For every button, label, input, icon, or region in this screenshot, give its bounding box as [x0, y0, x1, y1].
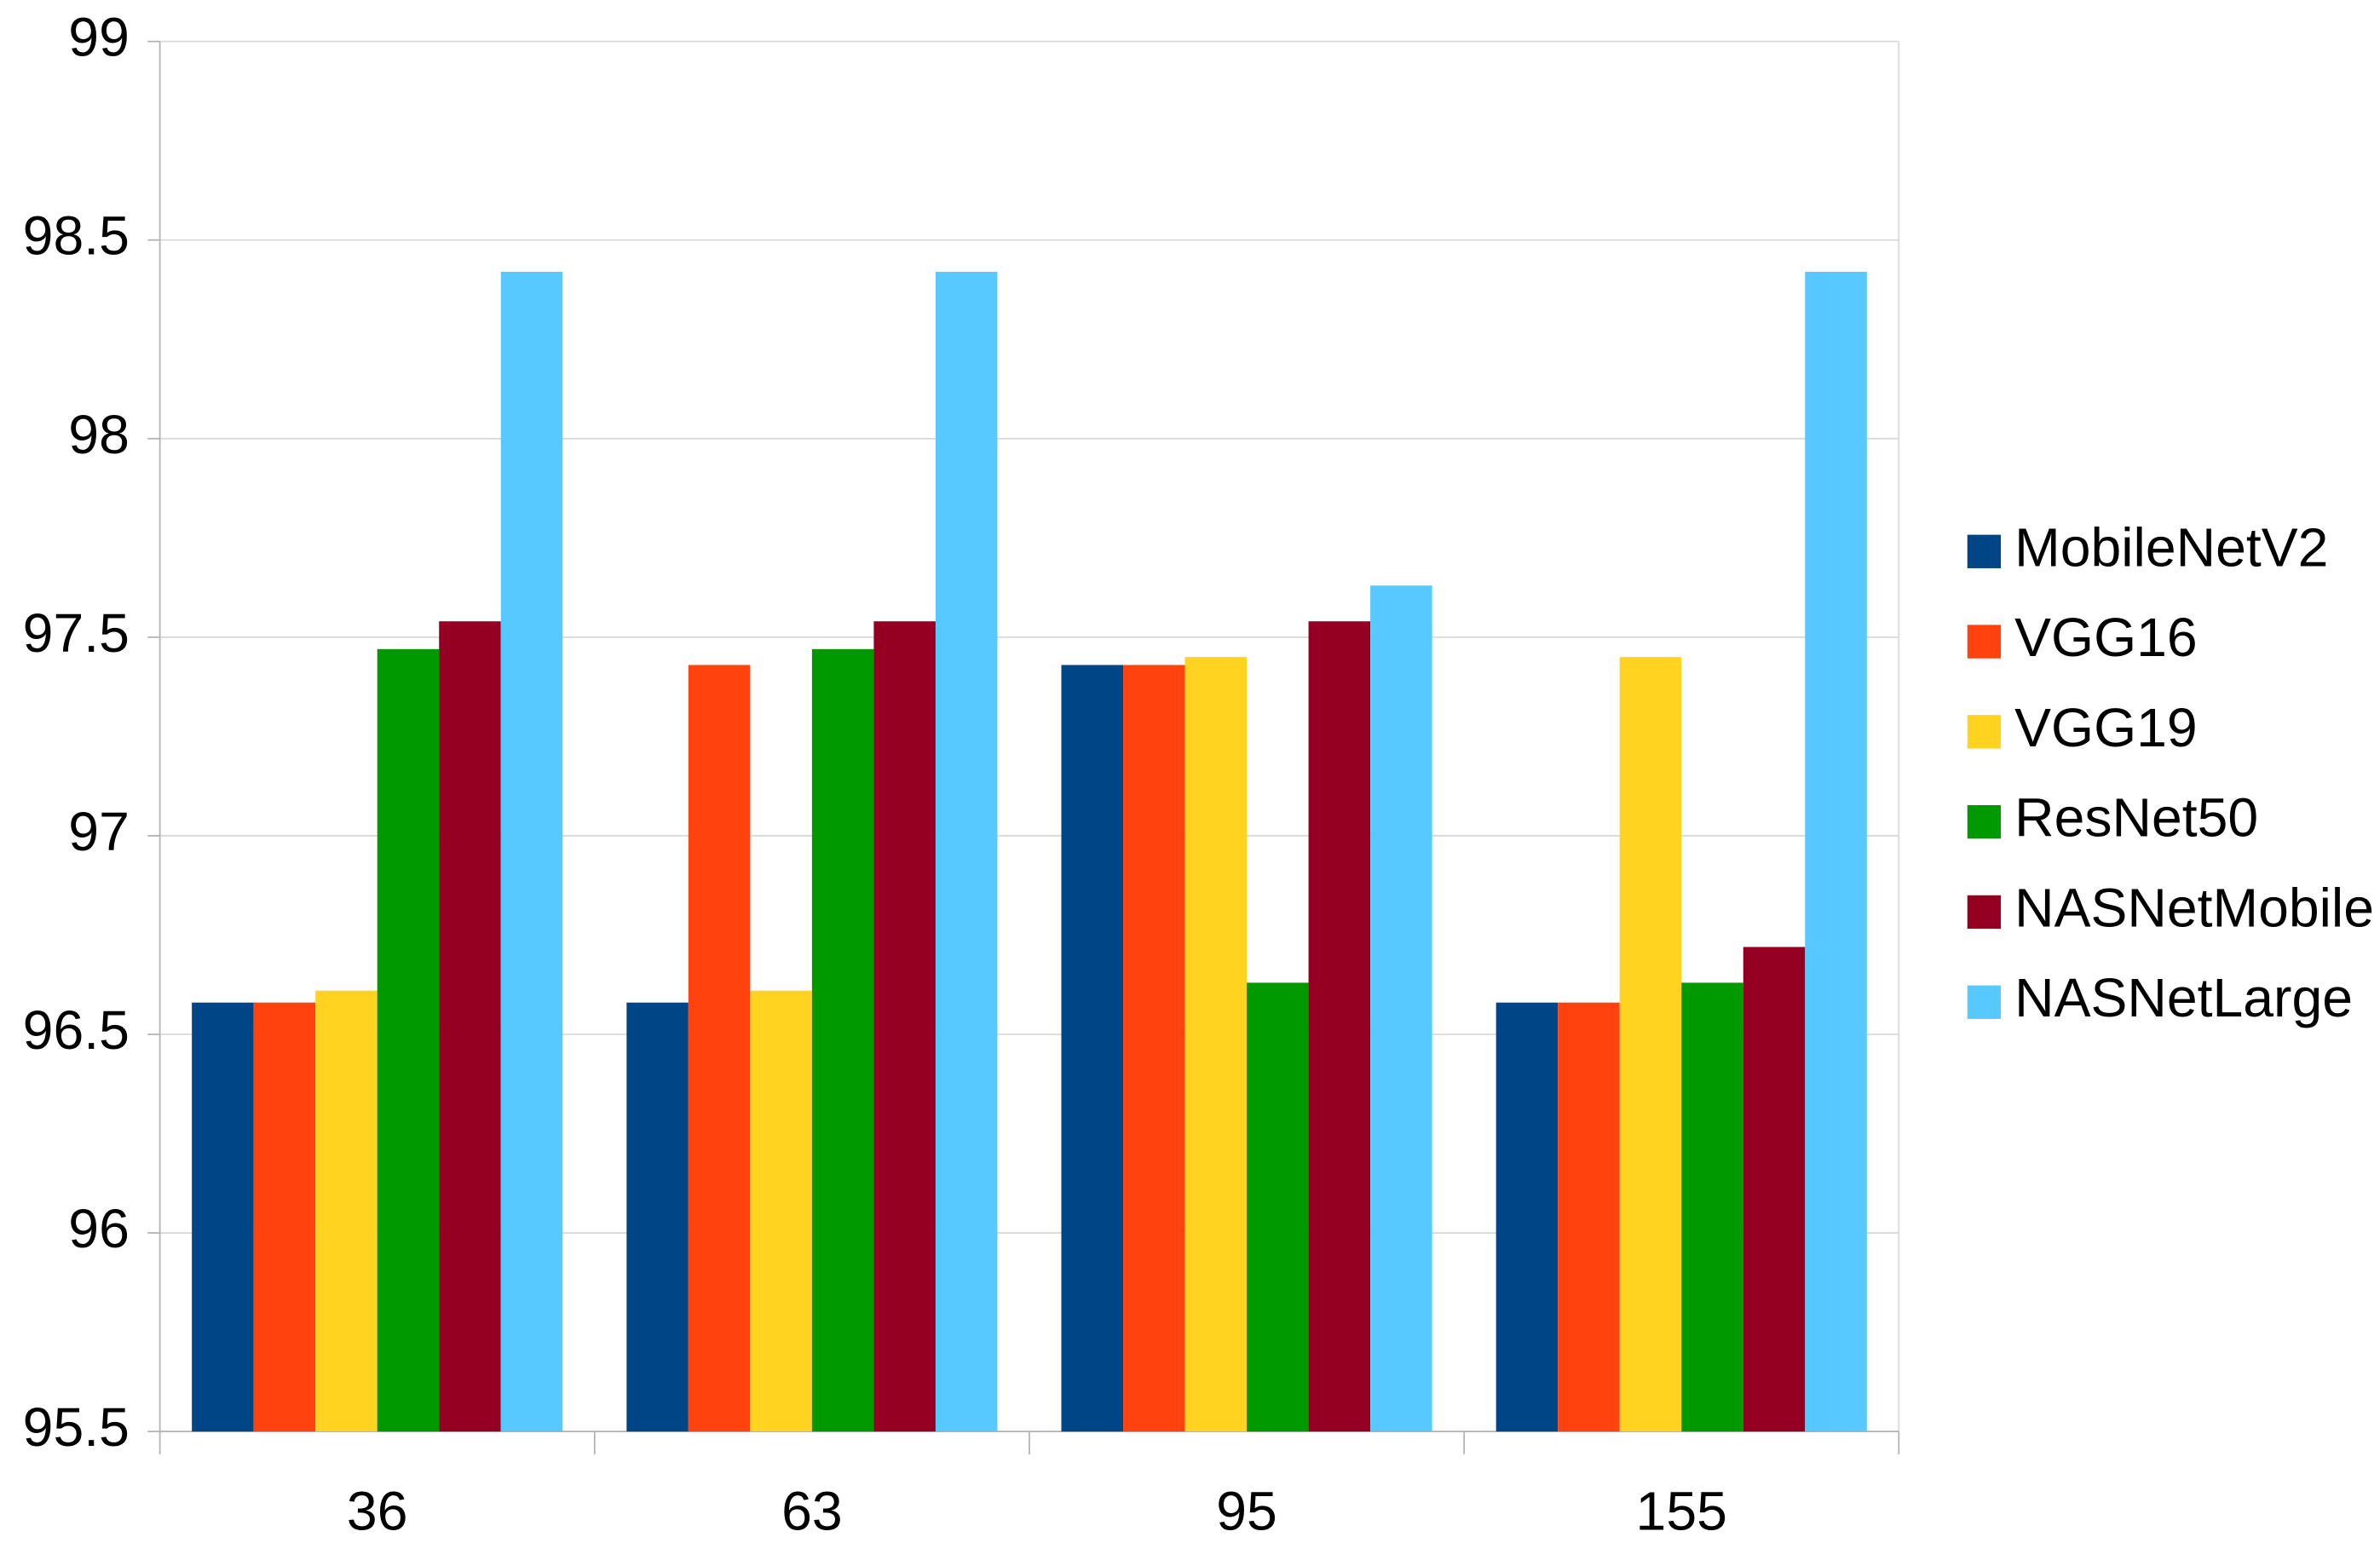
bar — [1184, 657, 1248, 1432]
bar — [1123, 665, 1185, 1432]
legend-label: VGG16 — [2014, 607, 2198, 668]
legend-swatch — [1967, 895, 2002, 930]
bar — [439, 621, 501, 1432]
legend-swatch — [1967, 534, 2002, 568]
legend-label: NASNetMobile — [2014, 877, 2374, 938]
bar — [1743, 947, 1806, 1432]
x-tick-label: 36 — [347, 1480, 408, 1541]
bar — [688, 665, 751, 1432]
bar — [1619, 657, 1682, 1432]
legend-label: ResNet50 — [2014, 787, 2258, 849]
bar — [935, 272, 998, 1432]
legend-label: MobileNetV2 — [2014, 516, 2328, 578]
bar — [873, 621, 936, 1432]
bar — [1558, 1002, 1620, 1432]
bar — [1681, 982, 1743, 1432]
legend-label: VGG19 — [2014, 697, 2198, 758]
legend-swatch — [1967, 625, 2002, 659]
y-tick-label: 96 — [68, 1198, 130, 1259]
y-tick-label: 97 — [68, 801, 130, 862]
bar — [253, 1002, 316, 1432]
x-tick-label: 63 — [781, 1480, 843, 1541]
bar — [315, 990, 377, 1432]
y-tick-label: 98 — [68, 404, 130, 465]
legend-swatch — [1967, 804, 2002, 839]
y-tick-label: 95.5 — [23, 1396, 130, 1458]
bar — [750, 990, 812, 1432]
bar — [1805, 272, 1867, 1432]
x-tick-label: 155 — [1636, 1480, 1727, 1541]
x-tick-label: 95 — [1216, 1480, 1277, 1541]
bar — [811, 648, 874, 1432]
bar — [1370, 585, 1432, 1432]
legend-swatch — [1967, 985, 2002, 1019]
bar — [500, 272, 563, 1432]
bar — [626, 1002, 689, 1432]
bar — [192, 1002, 254, 1432]
legend-label: NASNetLarge — [2014, 967, 2353, 1028]
legend-swatch — [1967, 715, 2002, 749]
bar — [1495, 1002, 1559, 1432]
y-tick-label: 98.5 — [23, 205, 130, 267]
bar — [1308, 621, 1371, 1432]
y-tick-label: 96.5 — [23, 999, 130, 1061]
y-tick-label: 99 — [68, 7, 130, 68]
bar — [1061, 665, 1124, 1432]
bar — [1247, 982, 1309, 1432]
y-tick-label: 97.5 — [23, 602, 130, 664]
bar — [377, 648, 440, 1432]
